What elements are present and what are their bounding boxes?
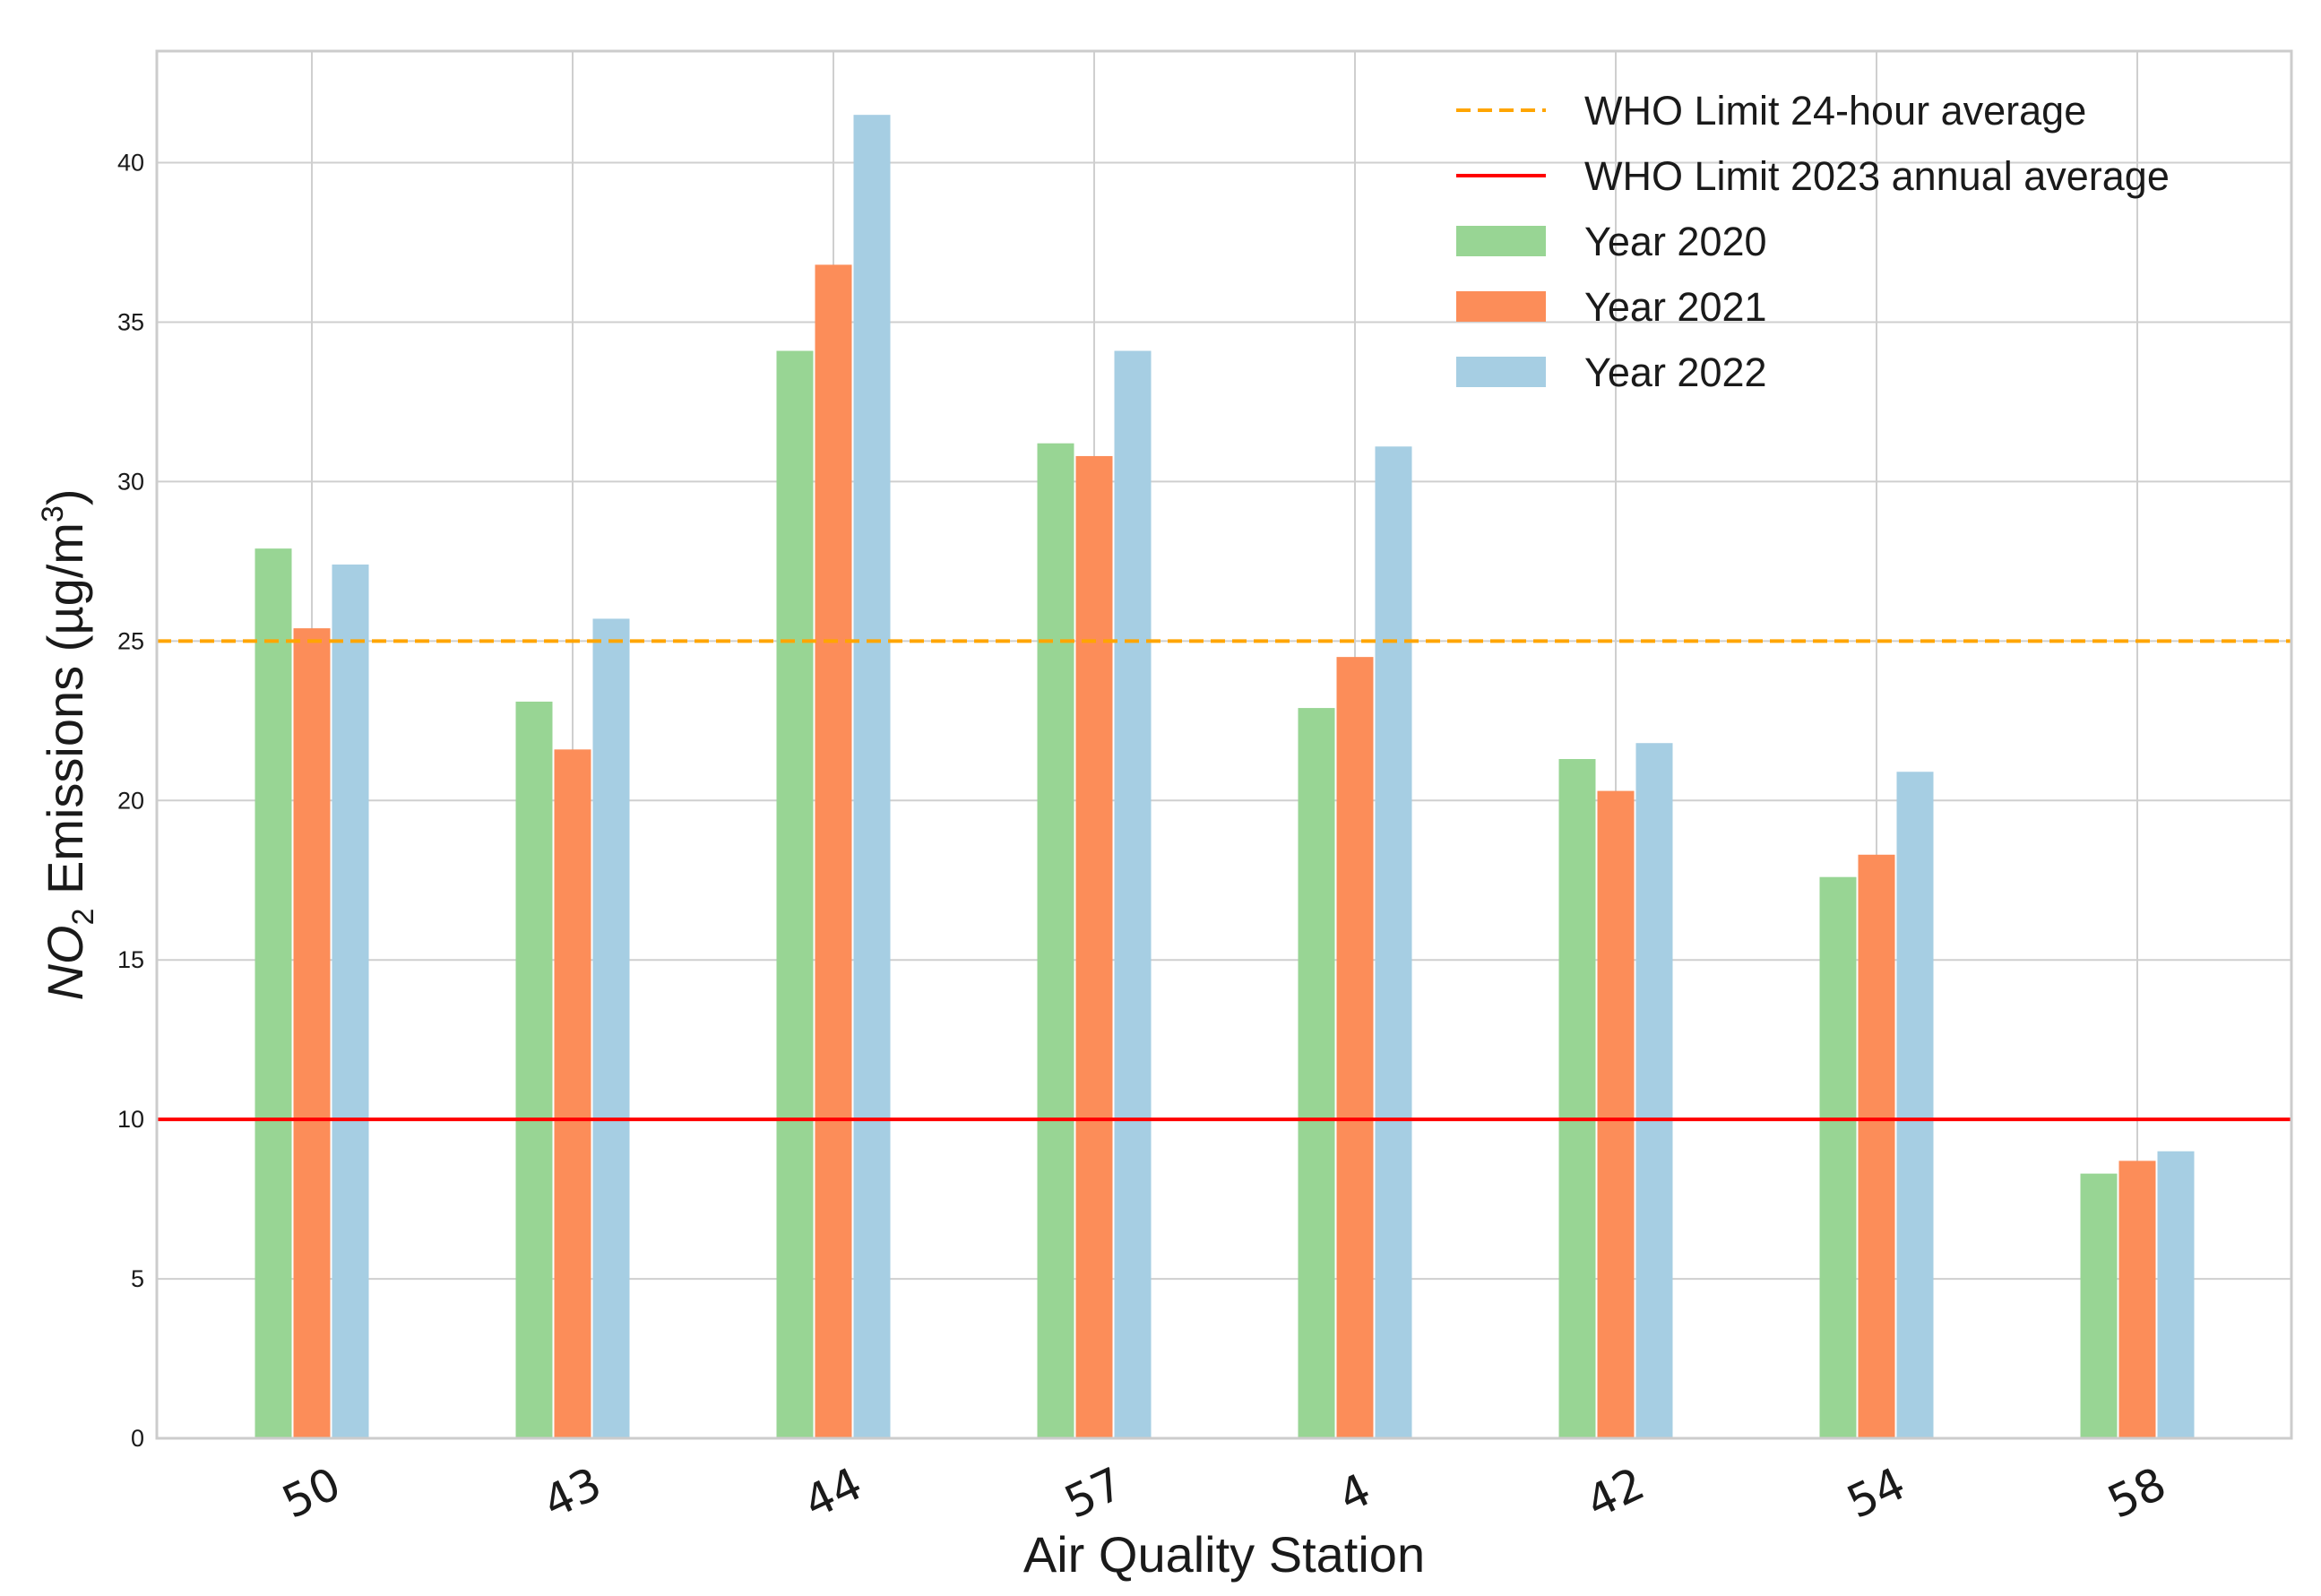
bar-year-2022-station-50 <box>332 564 369 1438</box>
y-axis-label-italic: NO <box>37 926 93 1001</box>
legend-label: Year 2022 <box>1584 349 1767 395</box>
y-tick-label: 35 <box>117 308 144 335</box>
x-tick-label: 58 <box>2100 1457 2173 1528</box>
bar-year-2020-station-42 <box>1558 759 1596 1438</box>
bar-year-2022-station-4 <box>1375 446 1412 1439</box>
y-tick-label: 5 <box>131 1265 144 1292</box>
x-tick-label: 4 <box>1331 1463 1378 1523</box>
legend-label: Year 2020 <box>1584 219 1767 264</box>
y-tick-label: 25 <box>117 627 144 654</box>
bar-year-2022-station-58 <box>2157 1151 2195 1438</box>
y-axis-label-text: Emissions (µg/m <box>37 522 93 909</box>
bar-year-2020-station-43 <box>515 701 553 1438</box>
bar-year-2020-station-54 <box>1819 876 1857 1438</box>
plot-frame <box>155 49 2293 1440</box>
bar-year-2021-station-57 <box>1075 455 1113 1438</box>
y-axis-label-close: ) <box>37 488 93 505</box>
y-tick-label: 30 <box>117 468 144 495</box>
y-axis-label-subscript: 2 <box>66 909 100 926</box>
y-tick-label: 0 <box>131 1425 144 1452</box>
bar-year-2021-station-42 <box>1597 790 1635 1438</box>
y-tick-label: 15 <box>117 946 144 973</box>
legend-label: WHO Limit 24-hour average <box>1584 88 2086 134</box>
legend-swatch-year-2022 <box>1456 357 1546 387</box>
bar-year-2020-station-57 <box>1037 443 1074 1439</box>
bar-layer <box>255 115 2195 1439</box>
bar-year-2022-station-44 <box>853 115 891 1439</box>
y-tick-label: 40 <box>117 150 144 177</box>
x-tick-label: 57 <box>1057 1457 1130 1528</box>
legend-label: WHO Limit 2023 annual average <box>1584 153 2170 199</box>
legend-swatch-year-2021 <box>1456 291 1546 322</box>
y-tick-labels: 0 5 10 15 20 25 30 35 40 <box>117 150 144 1452</box>
bar-year-2021-station-43 <box>554 749 591 1438</box>
legend: WHO Limit 24-hour average WHO Limit 2023 … <box>1456 88 2170 395</box>
bar-year-2022-station-54 <box>1896 772 1934 1438</box>
bar-year-2021-station-50 <box>293 628 331 1438</box>
y-axis-label-superscript: 3 <box>36 505 70 522</box>
x-axis-label: Air Quality Station <box>1023 1526 1425 1583</box>
x-tick-label: 44 <box>796 1457 869 1528</box>
bar-year-2022-station-57 <box>1114 350 1152 1438</box>
y-axis-label: NO2 Emissions (µg/m3) <box>36 488 100 1000</box>
legend-swatch-year-2020 <box>1456 226 1546 256</box>
bar-year-2022-station-43 <box>592 618 630 1438</box>
bar-year-2020-station-50 <box>255 548 292 1438</box>
bar-year-2021-station-4 <box>1336 657 1374 1438</box>
y-tick-label: 20 <box>117 787 144 814</box>
x-tick-label: 43 <box>535 1457 608 1528</box>
x-tick-label: 50 <box>274 1457 348 1528</box>
bar-year-2020-station-58 <box>2080 1173 2118 1438</box>
bar-year-2022-station-42 <box>1635 743 1673 1438</box>
bar-year-2020-station-4 <box>1298 708 1335 1438</box>
legend-label: Year 2021 <box>1584 284 1767 330</box>
x-tick-label: 54 <box>1839 1457 1912 1528</box>
x-tick-label: 42 <box>1578 1457 1652 1528</box>
bar-year-2021-station-54 <box>1858 854 1895 1438</box>
bar-year-2021-station-58 <box>2118 1160 2156 1438</box>
plot-area <box>157 51 2291 1438</box>
reference-line-layer <box>157 639 2291 1122</box>
bar-year-2021-station-44 <box>815 264 852 1438</box>
x-tick-labels: 50 43 44 57 4 42 54 58 <box>274 1457 2173 1528</box>
y-tick-label: 10 <box>117 1106 144 1133</box>
bar-year-2020-station-44 <box>776 350 814 1438</box>
